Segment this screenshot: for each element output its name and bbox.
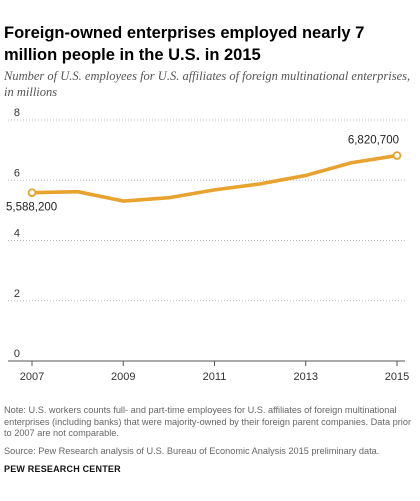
data-label-start: 5,588,200 (6, 202, 57, 214)
x-axis-tick-labels: 2007 2009 2011 2013 2015 (20, 361, 409, 383)
y-tick-label: 2 (14, 288, 20, 300)
brand-logo-text: PEW RESEARCH CENTER (4, 464, 121, 474)
y-tick-label: 4 (14, 228, 20, 240)
y-axis-tick-labels: 0 2 4 6 8 (14, 107, 20, 360)
chart-title: Foreign-owned enterprises employed nearl… (4, 24, 365, 64)
data-point (27, 188, 37, 197)
y-tick-label: 0 (14, 348, 20, 360)
x-tick-label: 2009 (111, 371, 135, 383)
data-labels: 5,588,200 6,820,700 (6, 135, 399, 214)
chart-subtitle: Number of U.S. employees for U.S. affili… (4, 69, 411, 99)
data-label-end: 6,820,700 (348, 135, 399, 147)
chart-source: Source: Pew Research analysis of U.S. Bu… (4, 446, 380, 456)
chart-note: Note: U.S. workers counts full- and part… (4, 405, 411, 438)
data-point (392, 151, 402, 160)
line-chart: 0 2 4 6 8 2007 2009 2011 2013 2015 5,588,200 6,82… (6, 107, 409, 383)
series-line-group (27, 151, 402, 203)
y-tick-label: 6 (14, 167, 20, 179)
x-tick-label: 2015 (385, 371, 409, 383)
x-tick-label: 2011 (203, 371, 227, 383)
grid-lines (8, 119, 405, 362)
y-tick-label: 8 (14, 107, 20, 119)
x-tick-label: 2007 (20, 371, 44, 383)
x-tick-label: 2013 (294, 371, 318, 383)
series-line (30, 153, 399, 203)
